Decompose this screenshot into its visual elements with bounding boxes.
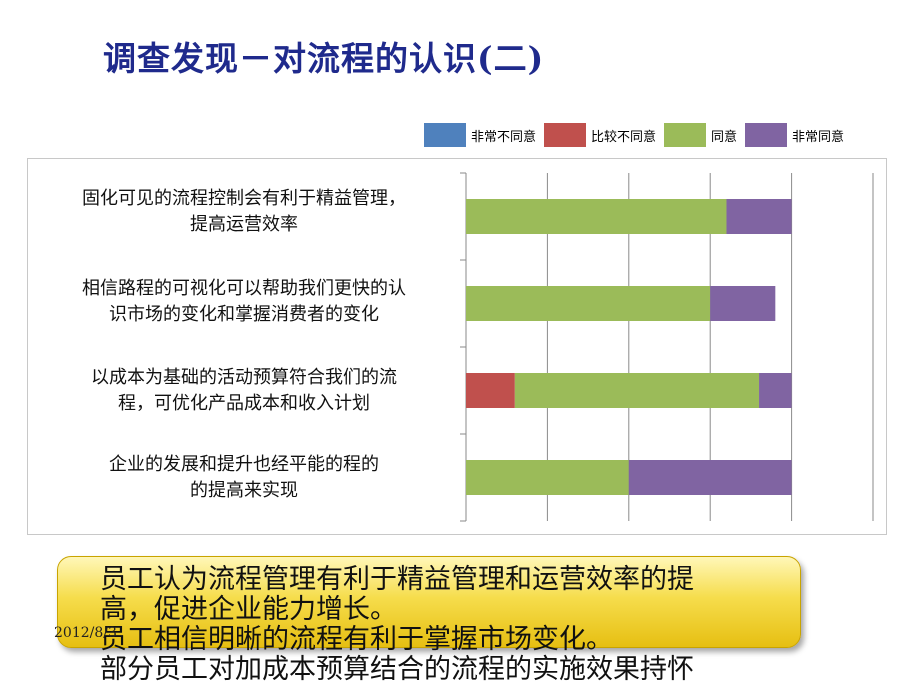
bar-segment (466, 373, 515, 408)
category-label: 相信路程的可视化可以帮助我们更快的认 识市场的变化和掌握消费者的变化 (82, 278, 406, 325)
summary-line: 高，促进企业能力增长。 (100, 594, 397, 625)
category-label: 以成本为基础的活动预算符合我们的流 程，可优化产品成本和收入计划 (91, 367, 397, 414)
summary-line: 部分员工对加成本预算结合的流程的实施效果持怀 (100, 654, 694, 685)
legend-item: 比较不同意 (544, 123, 656, 147)
legend-swatch (544, 123, 587, 147)
summary-line: 员工相信明晰的流程有利于掌握市场变化。 (100, 624, 613, 655)
bar-segment (514, 373, 760, 408)
legend-label: 同意 (711, 129, 738, 145)
legend-swatch (664, 123, 707, 147)
slide-date: 2012/8/3 (54, 625, 117, 641)
bar-segment (628, 460, 792, 495)
legend-swatch (745, 123, 788, 147)
bar-segment (710, 286, 776, 321)
bar-segment (726, 199, 792, 234)
legend-item: 非常同意 (745, 123, 844, 147)
chart-legend: 非常不同意 比较不同意 同意 非常同意 (424, 122, 852, 148)
legend-item: 同意 (664, 123, 737, 147)
category-label: 企业的发展和提升也经平能的程的 的提高来实现 (109, 454, 379, 501)
bar-segment (466, 460, 629, 495)
bar-segment (466, 286, 711, 321)
slide-title: 调查发现－对流程的认识(二) (103, 39, 545, 78)
summary-text: 员工认为流程管理有利于精益管理和运营效率的提 高，促进企业能力增长。 员工相信明… (100, 565, 790, 685)
legend-swatch (424, 123, 466, 147)
bar-segment (759, 373, 792, 408)
legend-label: 非常同意 (792, 129, 845, 145)
summary-box (57, 556, 801, 648)
category-label: 固化可见的流程控制会有利于精益管理， 提高运营效率 (82, 188, 406, 235)
summary-line: 员工认为流程管理有利于精益管理和运营效率的提 (100, 564, 694, 595)
legend-label: 比较不同意 (591, 129, 657, 145)
bar-segment (466, 199, 727, 234)
legend-item: 非常不同意 (424, 123, 536, 147)
legend-label: 非常不同意 (471, 129, 537, 145)
